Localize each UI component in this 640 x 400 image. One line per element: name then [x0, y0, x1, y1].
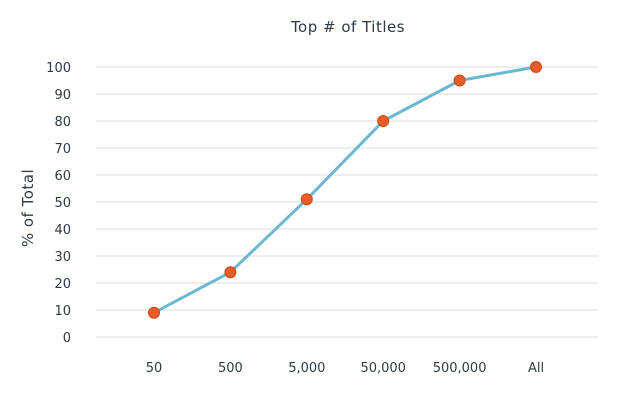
y-tick-label: 70	[54, 142, 71, 157]
data-point	[224, 266, 237, 279]
y-tick-label: 80	[54, 115, 71, 130]
y-axis-ticks: 0 10 20 30 40 50 60 70 80 90 100	[46, 61, 71, 346]
y-tick-label: 10	[54, 304, 71, 319]
y-tick-label: 60	[54, 169, 71, 184]
x-tick-label: All	[528, 361, 544, 376]
x-axis-ticks: 50 500 5,000 50,000 500,000 All	[146, 361, 544, 376]
x-tick-label: 50,000	[360, 361, 406, 376]
x-tick-label: 500	[218, 361, 243, 376]
x-tick-label: 500,000	[433, 361, 487, 376]
y-tick-label: 20	[54, 277, 71, 292]
y-tick-label: 40	[54, 223, 71, 238]
series-group	[148, 61, 542, 319]
x-tick-label: 50	[146, 361, 163, 376]
chart-title: Top # of Titles	[290, 18, 405, 36]
data-point	[377, 115, 390, 127]
y-tick-label: 30	[54, 250, 71, 265]
gridlines	[96, 66, 598, 338]
y-tick-label: 50	[54, 196, 71, 211]
series-line	[152, 65, 538, 315]
x-tick-label: 5,000	[288, 361, 325, 376]
data-point	[300, 193, 313, 206]
y-tick-label: 90	[54, 88, 71, 103]
data-point	[148, 306, 160, 319]
y-tick-label: 0	[63, 331, 71, 346]
y-axis-label: % of Total	[19, 169, 37, 247]
y-tick-label: 100	[46, 61, 71, 76]
data-point	[530, 61, 542, 73]
data-point	[453, 74, 466, 87]
